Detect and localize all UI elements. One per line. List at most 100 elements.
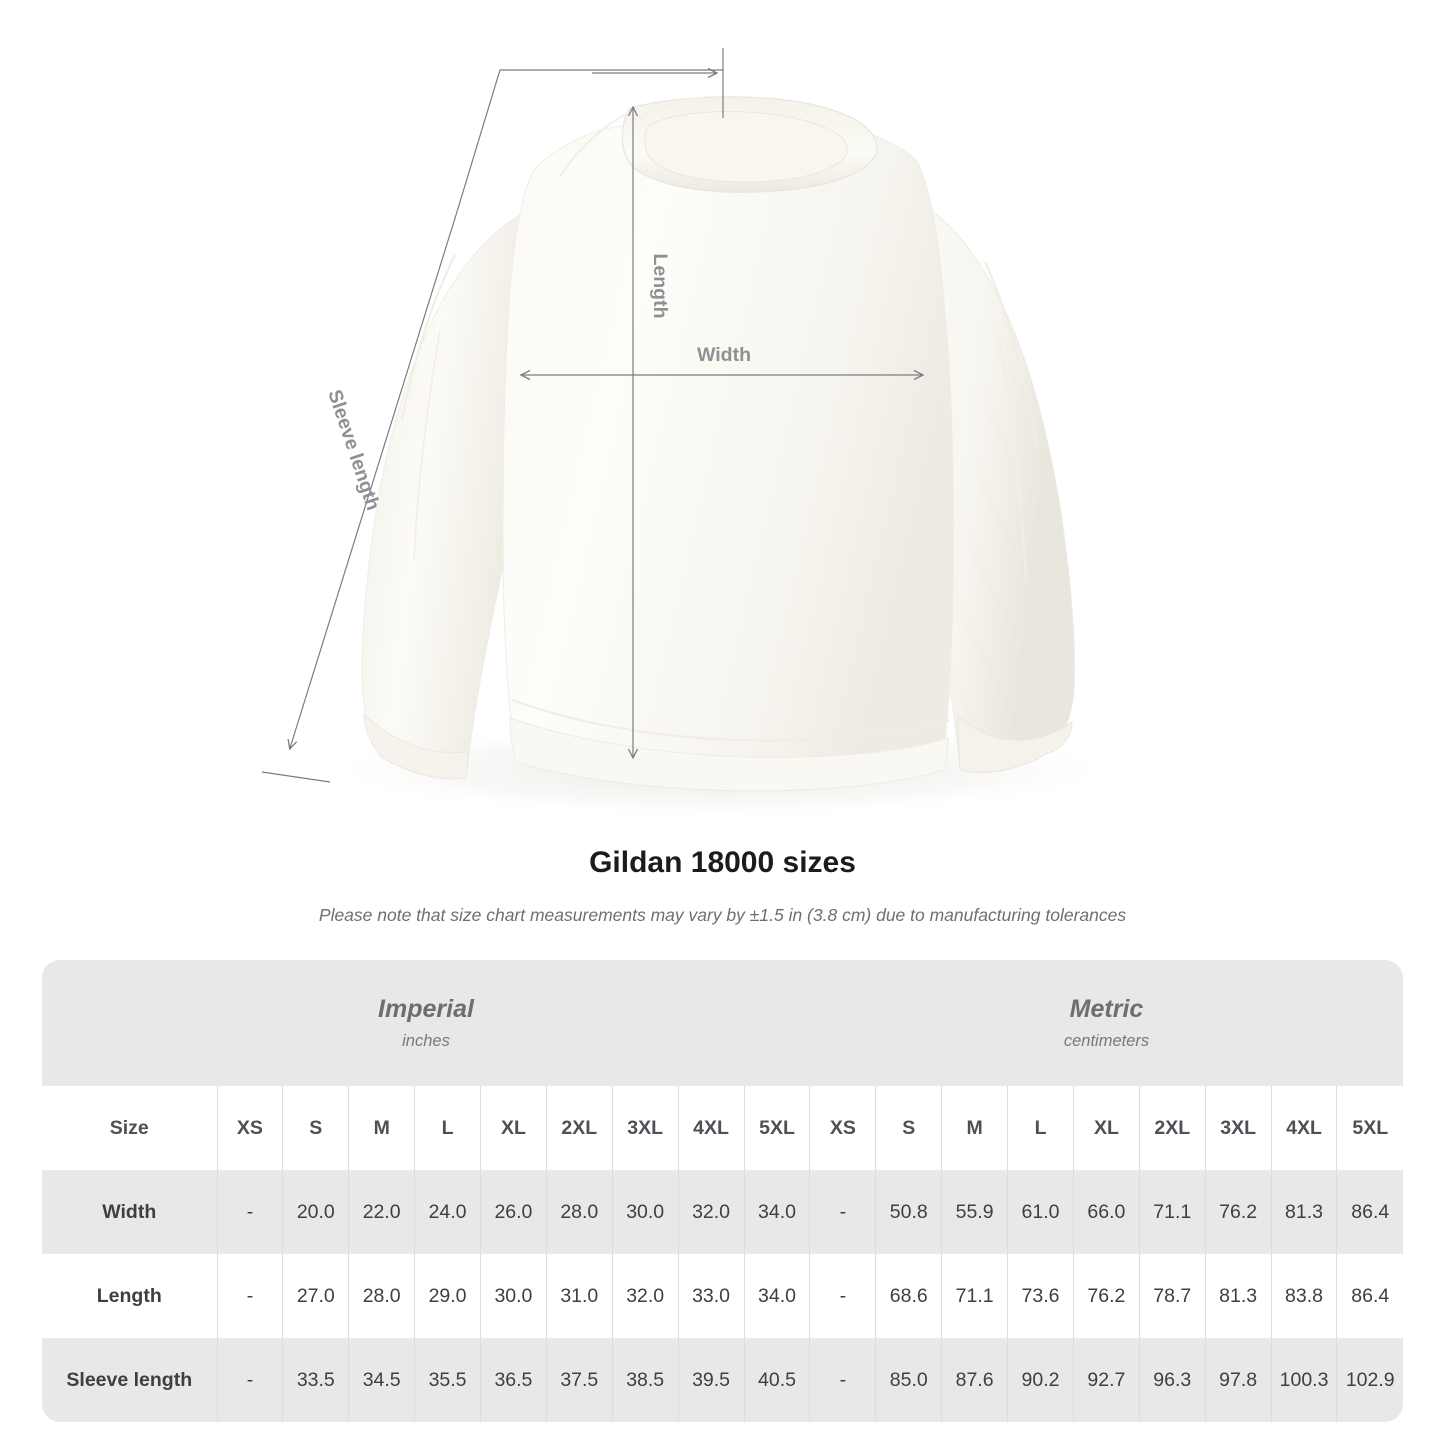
bottom-hem xyxy=(509,717,949,792)
cell-length-metric-3xl: 81.3 xyxy=(1204,1254,1272,1338)
cell-sleeve-length-imperial-3xl: 38.5 xyxy=(611,1338,679,1422)
cell-length-imperial-m: 28.0 xyxy=(348,1254,415,1338)
cell-sleeve-length-metric-5xl: 102.9 xyxy=(1336,1338,1403,1422)
cell-width-imperial-2xl: 28.0 xyxy=(545,1170,613,1254)
column-header-imperial-l: L xyxy=(414,1086,481,1170)
cell-length-metric-4xl: 83.8 xyxy=(1270,1254,1337,1338)
cell-sleeve-length-metric-m: 87.6 xyxy=(941,1338,1008,1422)
column-header-metric-xl: XL xyxy=(1072,1086,1140,1170)
hem-seam xyxy=(511,699,951,742)
cell-width-imperial-xs: - xyxy=(216,1170,283,1254)
sleeve-length-label: Sleeve length xyxy=(323,387,384,513)
cell-width-metric-m: 55.9 xyxy=(941,1170,1008,1254)
cell-sleeve-length-imperial-5xl: 40.5 xyxy=(743,1338,810,1422)
column-header-metric-2xl: 2XL xyxy=(1138,1086,1206,1170)
column-header-imperial-3xl: 3XL xyxy=(611,1086,679,1170)
unit-group-imperial: Imperial inches xyxy=(42,960,810,1086)
garment-body xyxy=(502,116,955,790)
column-header-imperial-xs: XS xyxy=(216,1086,283,1170)
cell-width-imperial-4xl: 32.0 xyxy=(677,1170,744,1254)
cell-sleeve-length-imperial-s: 33.5 xyxy=(282,1338,349,1422)
cell-width-metric-4xl: 81.3 xyxy=(1270,1170,1337,1254)
column-header-imperial-5xl: 5XL xyxy=(743,1086,810,1170)
right-cuff xyxy=(957,714,1073,773)
column-header-imperial-xl: XL xyxy=(480,1086,547,1170)
unit-group-metric-sub: centimeters xyxy=(1063,1032,1150,1050)
cell-sleeve-length-imperial-l: 35.5 xyxy=(414,1338,481,1422)
width-measure: Width xyxy=(522,344,922,375)
cell-sleeve-length-imperial-m: 34.5 xyxy=(348,1338,415,1422)
shoulder-seam-left xyxy=(559,111,631,177)
left-sleeve-seam xyxy=(400,254,456,421)
size-chart-table: Imperial inches Metric centimeters Size XS S M L… xyxy=(42,960,1403,1422)
cell-length-metric-xl: 76.2 xyxy=(1072,1254,1140,1338)
cell-width-imperial-xl: 26.0 xyxy=(480,1170,547,1254)
cell-length-metric-s: 68.6 xyxy=(875,1254,942,1338)
collar-highlight xyxy=(637,96,707,121)
table-header-row: Size XS S M L XL 2XL 3XL 4XL 5XL XS S M L XL 2XL 3XL 4XL 5… xyxy=(42,1086,1403,1170)
cell-length-imperial-3xl: 32.0 xyxy=(611,1254,679,1338)
length-measure: Length xyxy=(633,108,671,757)
column-header-metric-3xl: 3XL xyxy=(1204,1086,1272,1170)
unit-group-row: Imperial inches Metric centimeters xyxy=(42,960,1403,1086)
cell-width-metric-3xl: 76.2 xyxy=(1204,1170,1272,1254)
cell-sleeve-length-imperial-2xl: 37.5 xyxy=(545,1338,613,1422)
cell-length-metric-5xl: 86.4 xyxy=(1336,1254,1403,1338)
cell-width-imperial-l: 24.0 xyxy=(414,1170,481,1254)
cell-length-metric-2xl: 78.7 xyxy=(1138,1254,1206,1338)
garment-diagram: Sleeve length Length Width xyxy=(261,48,1120,818)
cell-width-metric-l: 61.0 xyxy=(1007,1170,1074,1254)
column-header-imperial-s: S xyxy=(282,1086,349,1170)
left-cuff xyxy=(363,712,469,780)
cell-width-imperial-m: 22.0 xyxy=(348,1170,415,1254)
cell-sleeve-length-metric-2xl: 96.3 xyxy=(1138,1338,1206,1422)
cell-length-imperial-5xl: 34.0 xyxy=(743,1254,810,1338)
cell-width-imperial-5xl: 34.0 xyxy=(743,1170,810,1254)
unit-group-metric-name: Metric xyxy=(1069,995,1144,1023)
heading-block: Gildan 18000 sizes Please note that size… xyxy=(0,845,1445,926)
cell-sleeve-length-imperial-4xl: 39.5 xyxy=(677,1338,744,1422)
column-header-metric-l: L xyxy=(1007,1086,1074,1170)
right-sleeve-seam xyxy=(984,261,1040,451)
cell-length-imperial-4xl: 33.0 xyxy=(677,1254,744,1338)
column-header-imperial-m: M xyxy=(348,1086,415,1170)
left-sleeve-fold xyxy=(413,329,441,561)
column-header-metric-4xl: 4XL xyxy=(1270,1086,1337,1170)
unit-group-imperial-name: Imperial xyxy=(378,995,474,1023)
cell-length-imperial-2xl: 31.0 xyxy=(545,1254,613,1338)
column-header-metric-m: M xyxy=(941,1086,1008,1170)
cell-width-metric-5xl: 86.4 xyxy=(1336,1170,1403,1254)
column-header-imperial-4xl: 4XL xyxy=(677,1086,744,1170)
cell-width-metric-s: 50.8 xyxy=(875,1170,942,1254)
shoulder-point-pointer xyxy=(592,48,724,118)
tolerance-note: Please note that size chart measurements… xyxy=(318,905,1127,925)
unit-group-imperial-sub: inches xyxy=(402,1032,450,1050)
cell-length-imperial-s: 27.0 xyxy=(282,1254,349,1338)
column-header-metric-5xl: 5XL xyxy=(1336,1086,1403,1170)
cell-length-metric-l: 73.6 xyxy=(1007,1254,1074,1338)
cell-sleeve-length-imperial-xl: 36.5 xyxy=(480,1338,547,1422)
column-header-metric-s: S xyxy=(875,1086,942,1170)
cell-sleeve-length-metric-s: 85.0 xyxy=(875,1338,942,1422)
garment-illustration: Sleeve length Length Width xyxy=(261,48,1120,818)
page-title: Gildan 18000 sizes xyxy=(589,846,856,879)
left-sleeve xyxy=(361,204,541,780)
cell-width-metric-xl: 66.0 xyxy=(1072,1170,1140,1254)
cell-length-imperial-xl: 30.0 xyxy=(480,1254,547,1338)
cell-sleeve-length-metric-4xl: 100.3 xyxy=(1270,1338,1337,1422)
collar-inner xyxy=(644,111,848,183)
width-label: Width xyxy=(697,344,751,366)
cell-width-metric-2xl: 71.1 xyxy=(1138,1170,1206,1254)
cell-sleeve-length-metric-3xl: 97.8 xyxy=(1204,1338,1272,1422)
cell-width-imperial-s: 20.0 xyxy=(282,1170,349,1254)
unit-group-metric: Metric centimeters xyxy=(810,960,1403,1086)
cell-length-metric-m: 71.1 xyxy=(941,1254,1008,1338)
row-header-width: Width xyxy=(42,1170,217,1254)
cell-sleeve-length-metric-l: 90.2 xyxy=(1007,1338,1074,1422)
right-sleeve-fold xyxy=(999,339,1027,581)
table-row: Length -27.0 28.0 29.0 30.0 31.0 32.0 33.0 34.0-… xyxy=(42,1254,1403,1338)
length-label: Length xyxy=(649,254,671,319)
cell-length-imperial-xs: - xyxy=(216,1254,283,1338)
column-header-size: Size xyxy=(42,1086,217,1170)
table-row: Width -20.0 22.0 24.0 26.0 28.0 30.0 32.0 34.0-5… xyxy=(42,1170,1403,1254)
